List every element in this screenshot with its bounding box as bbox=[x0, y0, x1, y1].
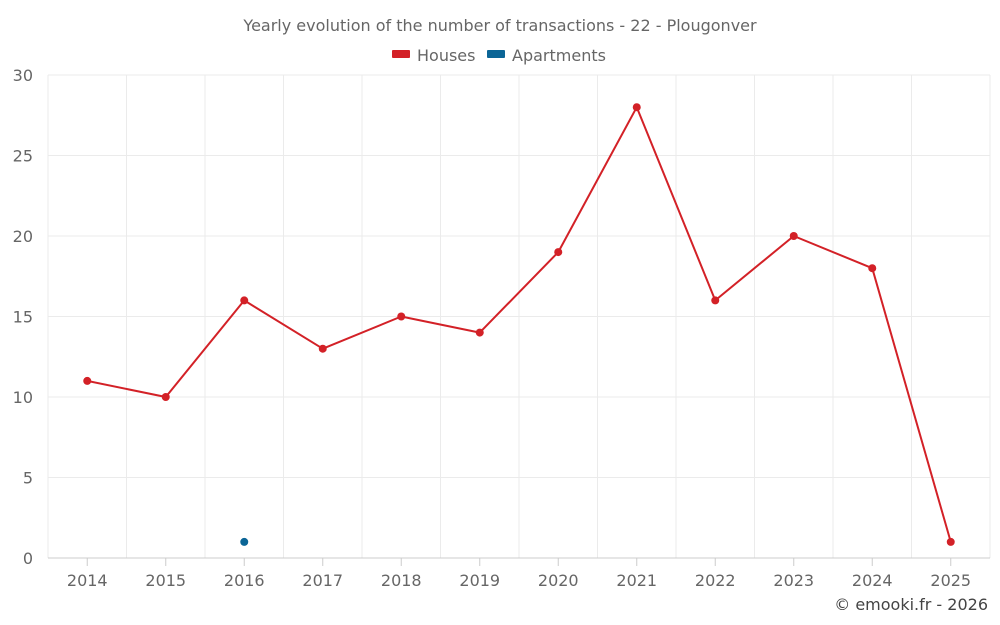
x-tick-label: 2016 bbox=[224, 571, 265, 590]
x-tick-label: 2022 bbox=[695, 571, 736, 590]
data-point-houses-2020[interactable] bbox=[554, 248, 563, 257]
x-tick-label: 2025 bbox=[930, 571, 971, 590]
legend-swatch-apartments bbox=[487, 50, 505, 58]
data-point-houses-2014[interactable] bbox=[83, 376, 92, 385]
y-tick-label: 20 bbox=[13, 227, 33, 246]
x-tick-label: 2024 bbox=[852, 571, 893, 590]
data-point-houses-2025[interactable] bbox=[946, 537, 955, 546]
credit-text: © emooki.fr - 2026 bbox=[834, 595, 988, 614]
legend-label-apartments: Apartments bbox=[512, 46, 606, 65]
x-tick-label: 2019 bbox=[459, 571, 500, 590]
x-tick-label: 2020 bbox=[538, 571, 579, 590]
y-tick-label: 10 bbox=[13, 388, 33, 407]
data-point-houses-2018[interactable] bbox=[397, 312, 406, 321]
y-tick-label: 15 bbox=[13, 308, 33, 327]
legend-label-houses: Houses bbox=[417, 46, 475, 65]
data-point-houses-2016[interactable] bbox=[240, 296, 249, 305]
x-tick-label: 2017 bbox=[302, 571, 343, 590]
y-tick-label: 30 bbox=[13, 66, 33, 85]
series-houses bbox=[83, 103, 955, 546]
data-point-houses-2019[interactable] bbox=[475, 328, 484, 337]
legend-item-houses[interactable]: Houses bbox=[392, 46, 475, 65]
x-tick-label: 2018 bbox=[381, 571, 422, 590]
data-point-houses-2021[interactable] bbox=[632, 103, 641, 112]
legend-item-apartments[interactable]: Apartments bbox=[487, 46, 606, 65]
data-point-apartments-2016[interactable] bbox=[240, 537, 249, 546]
x-tick-label: 2023 bbox=[773, 571, 814, 590]
y-tick-label: 0 bbox=[23, 549, 33, 568]
legend-swatch-houses bbox=[392, 50, 410, 58]
y-axis: 0 5 10 15 20 25 30 bbox=[13, 66, 33, 568]
series bbox=[83, 103, 955, 546]
x-tick-label: 2014 bbox=[67, 571, 108, 590]
legend: Houses Apartments bbox=[392, 46, 606, 65]
x-tick-label: 2015 bbox=[145, 571, 186, 590]
x-tick-label: 2021 bbox=[616, 571, 657, 590]
data-point-houses-2024[interactable] bbox=[868, 264, 877, 273]
x-axis: 2014 2015 2016 2017 2018 2019 2020 2021 2022 2023… bbox=[48, 557, 990, 590]
grid bbox=[47, 74, 991, 558]
y-tick-label: 5 bbox=[23, 469, 33, 488]
y-tick-label: 25 bbox=[13, 147, 33, 166]
chart-title: Yearly evolution of the number of transa… bbox=[242, 16, 757, 35]
series-apartments bbox=[240, 537, 249, 546]
data-point-houses-2022[interactable] bbox=[711, 296, 720, 305]
series-line-houses bbox=[87, 106, 952, 543]
data-point-houses-2017[interactable] bbox=[318, 344, 327, 353]
data-point-houses-2023[interactable] bbox=[789, 232, 798, 240]
data-point-houses-2015[interactable] bbox=[161, 393, 170, 401]
